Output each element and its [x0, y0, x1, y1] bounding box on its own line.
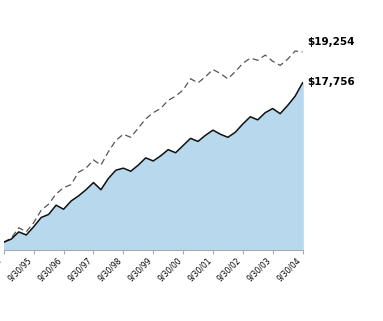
- Text: $17,756: $17,756: [307, 77, 355, 87]
- Text: $19,254: $19,254: [307, 37, 355, 47]
